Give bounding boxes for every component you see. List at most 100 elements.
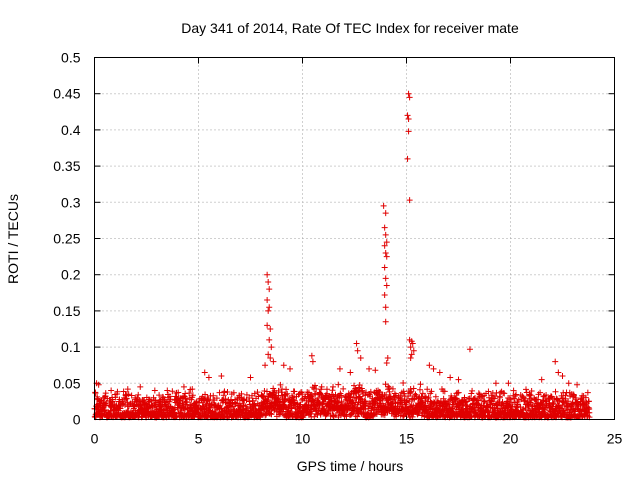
y-tick-label: 0.2 [61,267,81,283]
data-point [380,395,387,402]
data-point [308,352,315,359]
data-point [124,386,131,393]
data-point [550,401,557,408]
data-point [455,389,462,396]
data-point [515,396,522,403]
data-point [335,399,342,406]
x-tick-label: 15 [399,431,415,447]
data-point [275,387,282,394]
data-point [538,376,545,383]
data-point [336,365,343,372]
data-point [430,365,437,372]
data-point [283,386,290,393]
data-point [266,286,273,293]
data-point [415,410,422,417]
data-point [343,413,350,420]
data-point [351,382,358,389]
data-point [432,393,439,400]
data-point [356,382,363,389]
data-point [441,388,448,395]
data-point [406,197,413,204]
data-point [291,399,298,406]
y-tick-labels: 0 0.05 0.1 0.15 0.2 0.25 0.3 0.35 0.4 0.45 0.5 [53,50,80,428]
data-point [484,402,491,409]
data-point [559,373,566,380]
data-point [186,390,193,397]
data-point [462,413,469,420]
data-point [309,358,316,365]
data-point [189,386,196,393]
data-point [361,397,368,404]
data-point [383,282,390,289]
data-point [372,367,379,374]
data-point [523,386,530,393]
data-point [542,397,549,404]
data-point [224,389,231,396]
data-point [382,231,389,238]
data-point [527,392,534,399]
data-point [519,393,526,400]
data-point [574,381,581,388]
data-point [407,344,414,351]
chart-title: Day 341 of 2014, Rate Of TEC Index for r… [181,20,519,36]
x-axis-label: GPS time / hours [297,458,404,474]
data-point [514,401,521,408]
data-point [114,388,121,395]
data-point [254,389,261,396]
data-point [228,397,235,404]
data-point [381,412,388,419]
y-tick-label: 0.45 [53,86,80,102]
data-point [262,412,269,419]
data-point [468,390,475,397]
data-point [381,264,388,271]
data-point [261,388,268,395]
data-point [377,389,384,396]
data-point [556,398,563,405]
data-point [366,365,373,372]
data-point [354,347,361,354]
y-tick-label: 0.1 [61,339,81,355]
y-tick-label: 0.05 [53,375,80,391]
data-point [284,390,291,397]
data-point [552,388,559,395]
data-point [205,374,212,381]
data-point [184,398,191,405]
data-point [102,390,109,397]
data-point [92,390,99,397]
data-point [338,392,345,399]
data-point [404,112,411,119]
data-point [262,362,269,369]
data-point [382,318,389,325]
data-point [436,369,443,376]
data-point [385,383,392,390]
data-point [405,393,412,400]
data-point [164,387,171,394]
data-point [166,393,173,400]
data-point [175,389,182,396]
data-point [108,387,115,394]
data-point [492,380,499,387]
data-point [384,354,391,361]
data-point [265,278,272,285]
data-point [202,391,209,398]
data-point [447,374,454,381]
data-point [406,398,413,405]
data-point [512,392,519,399]
data-point [475,397,482,404]
data-point [405,128,412,135]
data-point [408,351,415,358]
data-point [265,307,272,314]
data-point [288,405,295,412]
grid-lines [94,57,615,420]
data-point [501,390,508,397]
data-point [353,340,360,347]
x-tick-label: 20 [503,431,519,447]
data-point [381,224,388,231]
data-point [247,374,254,381]
data-point [404,155,411,162]
data-point [299,391,306,398]
x-tick-label: 10 [295,431,311,447]
plot-frame [94,57,615,420]
data-point [506,402,513,409]
